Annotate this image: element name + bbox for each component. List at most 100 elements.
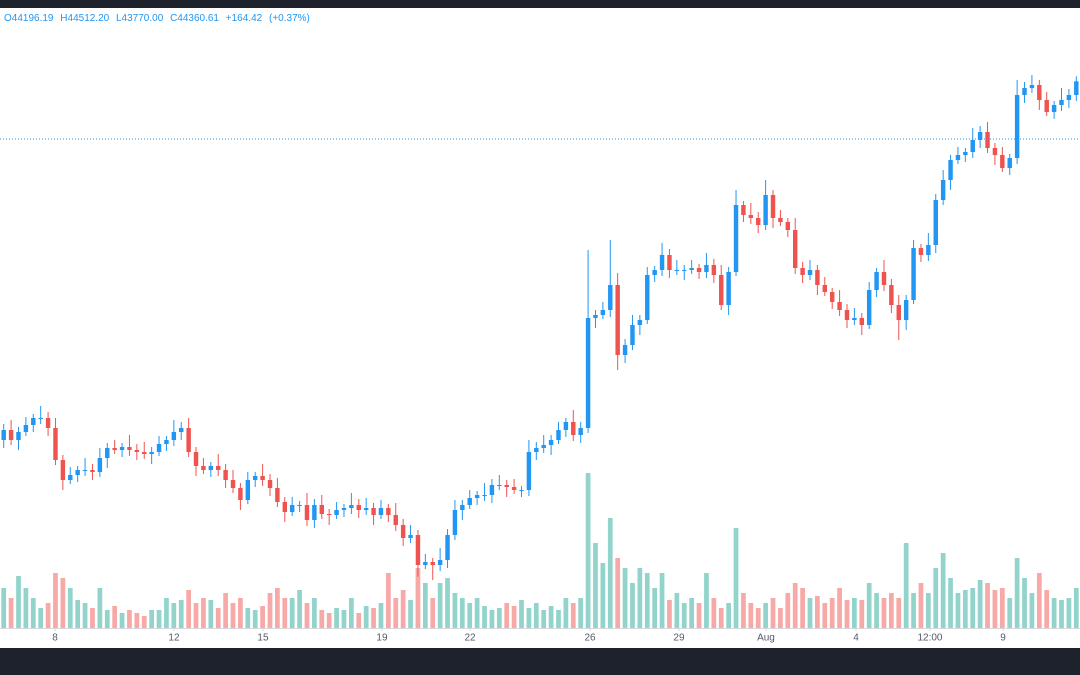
volume-bar — [940, 553, 946, 628]
x-tick-label: Aug — [757, 633, 775, 644]
volume-bar — [171, 603, 177, 628]
volume-bar — [408, 600, 413, 628]
volume-bar — [985, 583, 990, 628]
candle-body — [637, 320, 643, 325]
candle-body — [489, 485, 495, 495]
candle-body — [874, 272, 879, 290]
candle-body — [585, 318, 591, 428]
candle-body — [275, 488, 280, 502]
volume-bar — [1044, 590, 1050, 628]
volume-bar — [644, 573, 650, 628]
volume-bar — [127, 610, 132, 628]
volume-bar — [800, 588, 805, 628]
volume-bar — [955, 593, 961, 628]
volume-bar — [689, 598, 695, 628]
x-tick-label: 9 — [1000, 633, 1006, 644]
candle-body — [733, 205, 739, 272]
volume-bar — [962, 590, 968, 628]
x-tick-label: 29 — [673, 633, 685, 644]
x-tick-label: 8 — [52, 633, 58, 644]
candle-body — [408, 535, 413, 538]
volume-bar — [119, 613, 125, 628]
x-tick-label: 19 — [376, 633, 388, 644]
volume-bar — [881, 598, 887, 628]
candle-body — [785, 222, 791, 230]
candle-body — [682, 270, 687, 271]
volume-bar — [238, 598, 243, 628]
volume-bar — [415, 568, 421, 628]
candle-body — [652, 270, 657, 275]
volume-bar — [289, 598, 295, 628]
candle-body — [800, 268, 805, 275]
volume-bar — [711, 598, 717, 628]
volume-bar — [400, 590, 406, 628]
volume-bar — [393, 598, 399, 628]
volume-bar — [622, 568, 628, 628]
candle-body — [548, 440, 554, 445]
volume-bar — [563, 598, 569, 628]
volume-bar — [718, 608, 724, 628]
volume-bar — [504, 603, 510, 628]
candle-body — [1029, 85, 1035, 88]
volume-bar — [75, 600, 81, 628]
volume-bar — [8, 598, 14, 628]
volume-bar — [178, 600, 184, 628]
volume-bar — [578, 598, 584, 628]
volume-bar — [918, 583, 924, 628]
volume-bar — [1014, 558, 1020, 628]
candle-body — [230, 480, 236, 488]
volume-bar — [1, 588, 7, 628]
candle-body — [1059, 100, 1064, 105]
volume-bar — [1051, 598, 1057, 628]
candle-body — [260, 476, 265, 480]
candle-body — [659, 255, 665, 270]
candle-body — [600, 310, 606, 315]
x-tick-label: 26 — [584, 633, 596, 644]
candle-body — [667, 255, 672, 270]
volume-bar — [134, 613, 140, 628]
candle-body — [430, 562, 435, 565]
volume-bar — [16, 576, 21, 628]
volume-bar — [312, 598, 317, 628]
volume-bar — [474, 598, 480, 628]
volume-bar — [1036, 573, 1042, 628]
candle-body — [704, 265, 709, 272]
x-tick-label: 4 — [853, 633, 859, 644]
volume-bar — [1073, 588, 1079, 628]
volume-bar — [511, 606, 517, 628]
candle-body — [770, 195, 776, 218]
candle-body — [778, 218, 783, 222]
volume-bar — [852, 598, 857, 628]
volume-bar — [230, 603, 236, 628]
candle-body — [815, 270, 820, 285]
volume-bar — [1066, 598, 1072, 628]
candle-body — [8, 430, 14, 440]
volume-bar — [201, 598, 206, 628]
candle-body — [474, 495, 480, 498]
volume-bar — [267, 593, 273, 628]
candle-body — [1000, 155, 1005, 168]
volume-bar — [215, 608, 221, 628]
legend-change: +164.42 — [226, 13, 263, 24]
candle-body — [1, 430, 6, 440]
volume-bar — [837, 588, 842, 628]
candle-body — [423, 562, 428, 565]
legend-high: H44512.20 — [60, 13, 109, 24]
candle-body — [245, 480, 251, 500]
candle-body — [304, 505, 310, 520]
candle-body — [807, 270, 813, 275]
volume-bar — [859, 600, 865, 628]
volume-bar — [97, 588, 103, 628]
volume-bar — [452, 593, 458, 628]
volume-bar — [23, 588, 29, 628]
candle-body — [844, 310, 850, 320]
candle-body — [289, 505, 295, 512]
candle-body — [696, 268, 702, 272]
candle-body — [526, 452, 532, 490]
volume-bar — [53, 573, 58, 628]
volume-bar — [141, 616, 147, 628]
candle-body — [393, 515, 398, 525]
volume-bar — [748, 603, 754, 628]
legend-low: L43770.00 — [116, 13, 164, 24]
candle-body — [82, 470, 88, 471]
